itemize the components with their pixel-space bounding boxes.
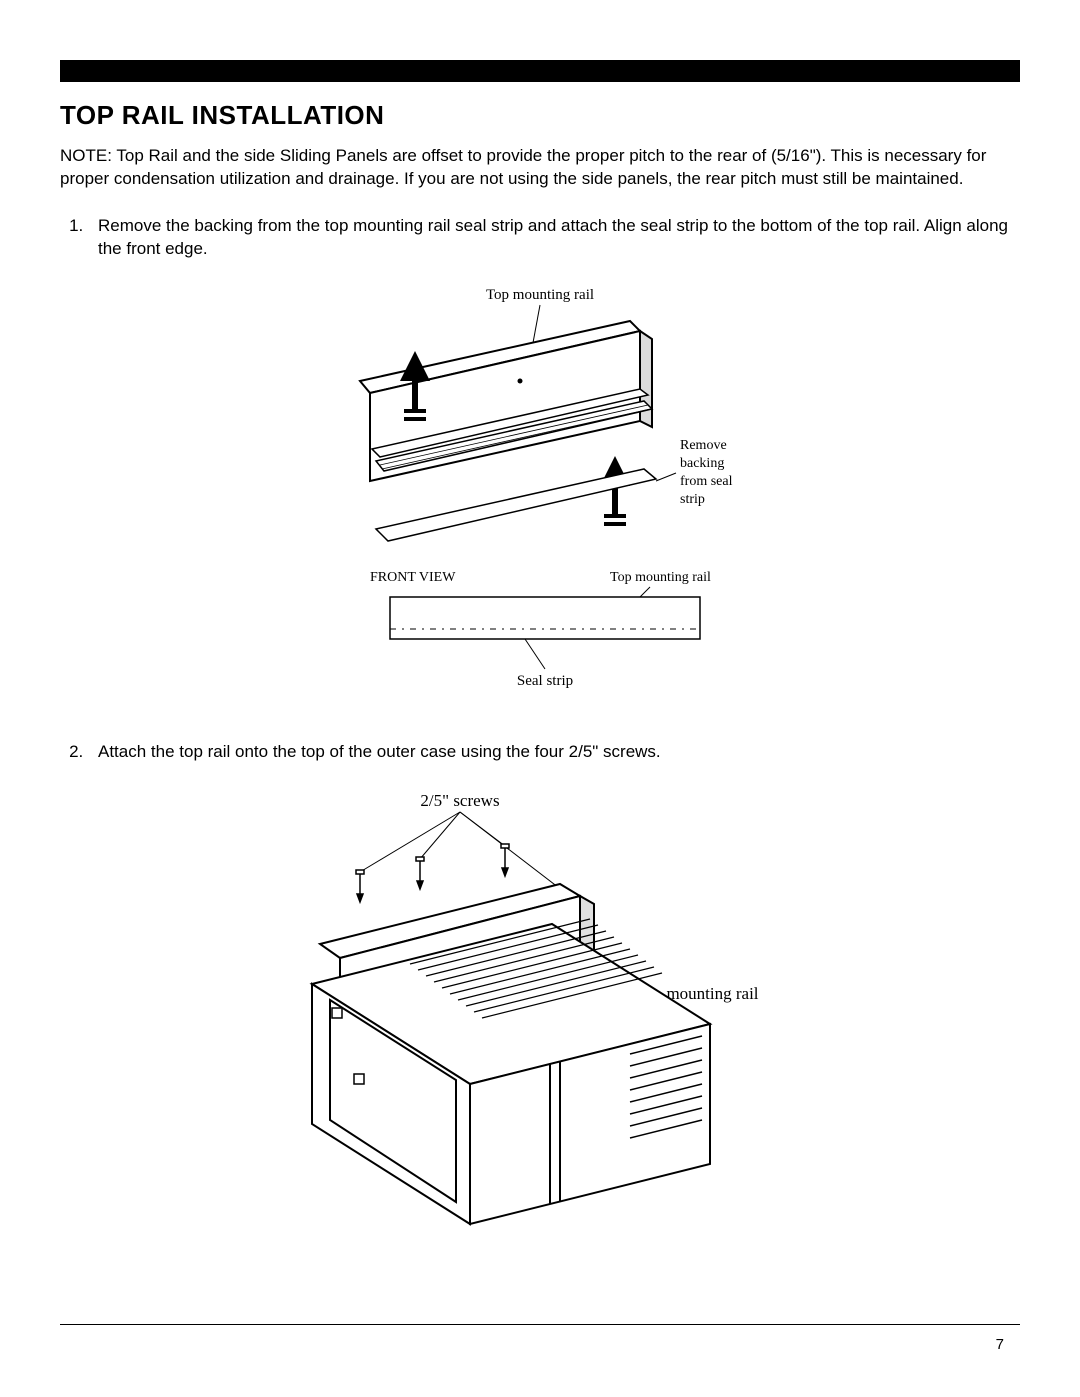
fig1-label-top-rail-2: Top mounting rail [610, 570, 711, 585]
page-number: 7 [996, 1336, 1004, 1353]
svg-text:Remove: Remove [680, 438, 727, 453]
figure-2: 2/5" screws Top mounti [60, 784, 1020, 1244]
step-1: Remove the backing from the top mounting… [88, 215, 1020, 261]
fig1-leader-3 [525, 639, 545, 669]
header-black-bar [60, 60, 1020, 82]
svg-text:backing: backing [680, 456, 724, 471]
figure-1-svg: Top mounting rail [300, 281, 780, 701]
fig1-label-remove-backing: Remove backing from seal strip [656, 438, 733, 507]
fig1-label-front-view: FRONT VIEW [370, 570, 456, 585]
figure-2-svg: 2/5" screws Top mounti [260, 784, 820, 1244]
fig1-front-rect [390, 597, 700, 639]
figure-1: Top mounting rail [60, 281, 1020, 701]
fig1-label-seal-strip: Seal strip [517, 673, 573, 689]
fig1-leader-2 [640, 587, 650, 597]
svg-text:strip: strip [680, 492, 705, 507]
instruction-list-2: Attach the top rail onto the top of the … [60, 741, 1020, 764]
document-page: TOP RAIL INSTALLATION NOTE: Top Rail and… [0, 0, 1080, 1397]
footer-rule [60, 1324, 1020, 1325]
fig2-label-screws: 2/5" screws [420, 791, 499, 810]
instruction-list: Remove the backing from the top mounting… [60, 215, 1020, 261]
step-2: Attach the top rail onto the top of the … [88, 741, 1020, 764]
fig1-label-top-rail: Top mounting rail [486, 287, 594, 303]
note-paragraph: NOTE: Top Rail and the side Sliding Pane… [60, 145, 1020, 191]
svg-text:from seal: from seal [680, 474, 733, 489]
section-title: TOP RAIL INSTALLATION [60, 100, 1020, 131]
